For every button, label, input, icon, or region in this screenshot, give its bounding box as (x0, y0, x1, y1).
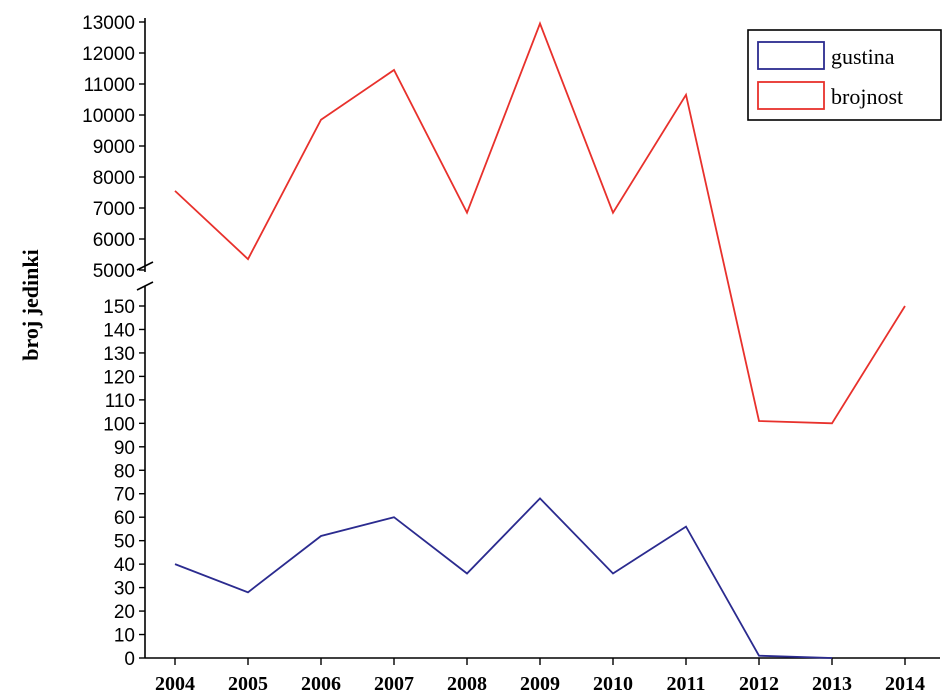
x-tick-label: 2007 (374, 673, 414, 695)
y-tick-label: 10 (114, 626, 135, 647)
x-tick-label: 2013 (812, 673, 852, 695)
y-tick-label: 40 (114, 555, 135, 576)
y-tick-label: 140 (103, 320, 135, 341)
legend: gustina brojnost (747, 29, 942, 121)
axis-break-mark-bottom (136, 281, 154, 291)
y-tick-label: 8000 (93, 168, 135, 189)
x-tick-label: 2005 (228, 673, 268, 695)
y-tick-label: 80 (114, 461, 135, 482)
y-tick-label: 30 (114, 579, 135, 600)
series-layer (174, 20, 906, 659)
y-tick-label: 110 (105, 391, 135, 412)
y-tick-label: 5000 (93, 261, 135, 282)
legend-label-brojnost: brojnost (831, 84, 903, 109)
y-tick-label: 12000 (82, 44, 135, 65)
y-tick-label: 10000 (82, 106, 135, 127)
x-tick-label: 2004 (155, 673, 195, 695)
x-tick-label: 2008 (447, 673, 487, 695)
y-tick-label: 130 (103, 344, 135, 365)
x-tick-label: 2009 (520, 673, 560, 695)
y-tick-label: 70 (114, 485, 135, 506)
x-tick-label: 2011 (667, 673, 706, 695)
legend-label-gustina: gustina (831, 44, 895, 69)
legend-swatch-brojnost (757, 81, 825, 110)
y-tick-label: 13000 (82, 13, 135, 34)
x-tick-label: 2010 (593, 673, 633, 695)
y-axis-ticks: 5000 6000 7000 8000 9000 10000 11000 12000 13000… (82, 13, 145, 670)
y-axis-label: broj jedinki (18, 249, 43, 360)
y-tick-label: 7000 (93, 199, 135, 220)
x-tick-label: 2006 (301, 673, 341, 695)
series-line-gustina (174, 497, 833, 659)
y-tick-label: 90 (114, 438, 135, 459)
y-tick-label: 120 (103, 367, 135, 388)
y-tick-label: 11000 (84, 75, 135, 96)
y-tick-label: 0 (124, 649, 135, 670)
y-tick-label: 100 (103, 414, 135, 435)
y-tick-label: 6000 (93, 230, 135, 251)
y-tick-label: 20 (114, 602, 135, 623)
axis-break-mark-top (136, 261, 154, 271)
x-axis-ticks: 2004 2005 2006 2007 2008 2009 2010 2011 2012 2013… (155, 658, 925, 695)
legend-swatch-gustina (757, 41, 825, 70)
y-tick-label: 60 (114, 508, 135, 529)
x-tick-label: 2012 (739, 673, 779, 695)
series-line-brojnost (174, 20, 906, 425)
y-tick-label: 9000 (93, 137, 135, 158)
legend-box (747, 29, 942, 121)
y-tick-label: 150 (103, 297, 135, 318)
y-tick-label: 50 (114, 532, 135, 553)
x-tick-label: 2014 (885, 673, 925, 695)
